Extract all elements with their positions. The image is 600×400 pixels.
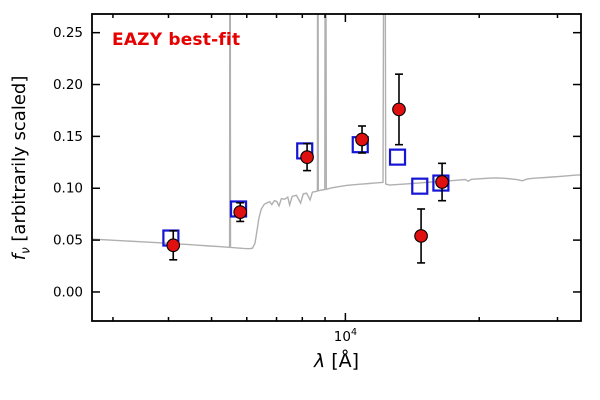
y-axis-label-rest: [arbitrarily scaled] [9,75,30,248]
svg-text:0.05: 0.05 [53,233,83,249]
svg-text:0.10: 0.10 [53,181,83,197]
y-axis-label-subscript: ν [18,247,33,255]
plot-frame [91,13,582,322]
observed-error-bars [169,73,447,264]
x-axis-label-units: [Å] [325,350,360,372]
annotation-eazy-best-fit: EAZY best-fit [112,30,241,50]
x-axis-label-symbol: λ [313,350,326,372]
svg-text:0.20: 0.20 [53,77,83,93]
x-axis-label: λ [Å] [92,350,581,372]
spectrum-line [92,14,581,250]
y-axis-label-symbol: f [9,254,30,261]
y-tick-labels: 0.00 0.05 0.10 0.15 0.20 0.25 [53,25,83,300]
svg-text:0.25: 0.25 [53,25,83,41]
axis-ticks [92,14,581,321]
svg-text:0.00: 0.00 [53,284,83,300]
observed-photometry-points [166,102,449,253]
y-axis-label: fν [arbitrarily scaled] [9,18,35,318]
svg-text:0.15: 0.15 [53,129,83,145]
x-tick-label: 104 [334,327,357,345]
